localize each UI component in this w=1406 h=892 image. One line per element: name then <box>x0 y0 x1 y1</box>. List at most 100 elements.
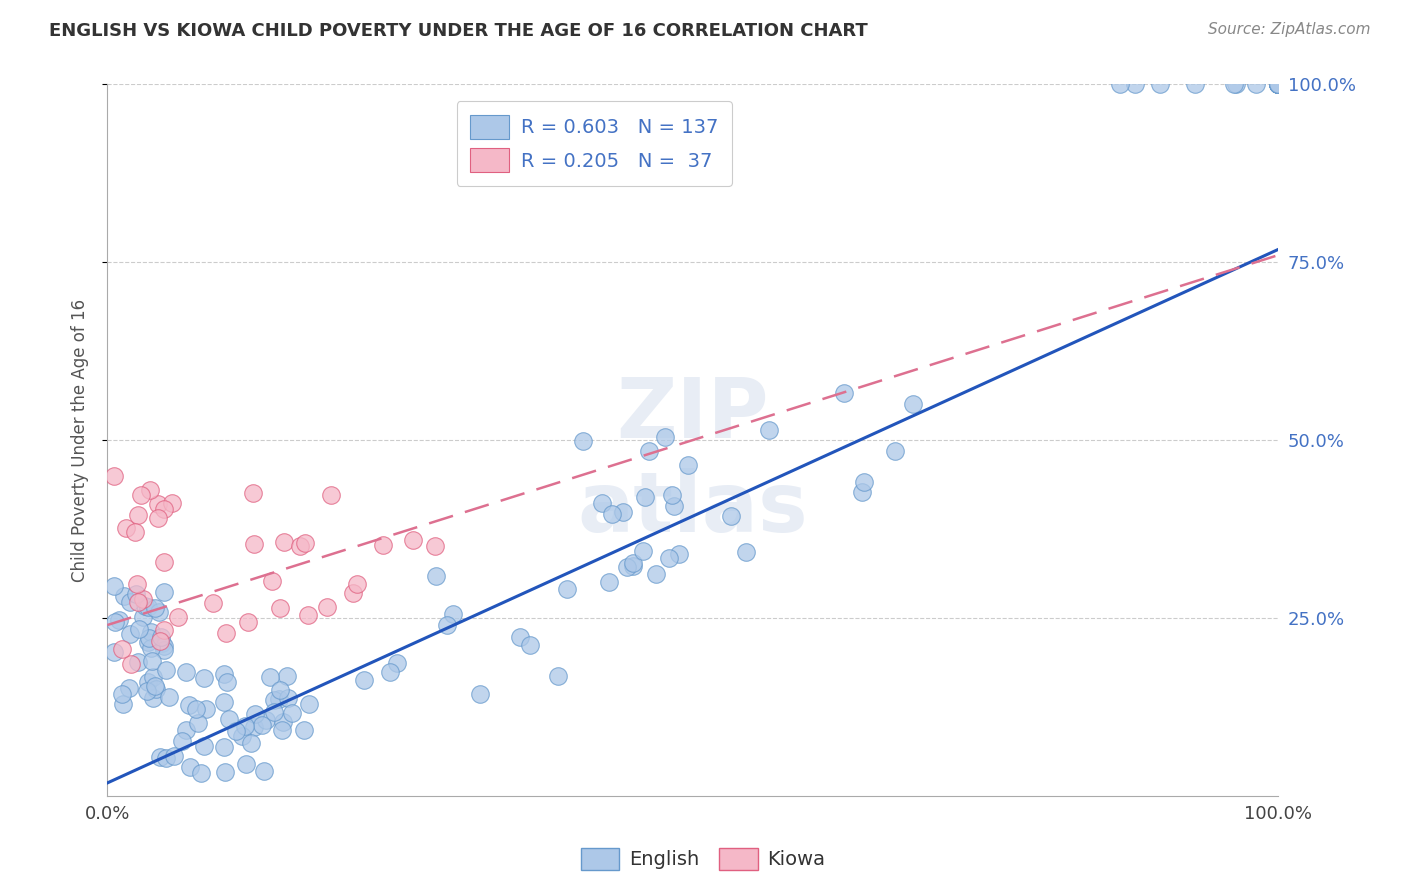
Point <box>852 475 875 489</box>
Point <box>1267 78 1289 92</box>
Point <box>243 537 266 551</box>
Point <box>111 687 134 701</box>
Point <box>127 508 149 522</box>
Point <box>163 748 186 763</box>
Point <box>127 595 149 609</box>
Point <box>129 488 152 502</box>
Point <box>621 559 644 574</box>
Point <box>1267 78 1289 92</box>
Point <box>621 556 644 570</box>
Point <box>153 623 176 637</box>
Point <box>139 640 162 655</box>
Point <box>294 536 316 550</box>
Point <box>468 687 491 701</box>
Point <box>103 615 125 630</box>
Point <box>271 715 294 730</box>
Point <box>190 765 212 780</box>
Point <box>115 520 138 534</box>
Point <box>132 610 155 624</box>
Point <box>297 608 319 623</box>
Point <box>149 633 172 648</box>
Point <box>661 488 683 502</box>
Point <box>519 638 541 652</box>
Point <box>103 469 125 483</box>
Point <box>245 706 267 721</box>
Point <box>353 673 375 687</box>
Point <box>903 397 925 411</box>
Point <box>153 584 176 599</box>
Point <box>136 635 159 649</box>
Point <box>1267 78 1289 92</box>
Point <box>212 695 235 709</box>
Point <box>668 547 690 561</box>
Point <box>254 713 277 727</box>
Point <box>298 697 321 711</box>
Point <box>157 690 180 704</box>
Point <box>139 483 162 497</box>
Point <box>851 484 873 499</box>
Text: ENGLISH VS KIOWA CHILD POVERTY UNDER THE AGE OF 16 CORRELATION CHART: ENGLISH VS KIOWA CHILD POVERTY UNDER THE… <box>49 22 868 40</box>
Point <box>145 681 167 696</box>
Point <box>1267 78 1289 92</box>
Point <box>678 458 700 472</box>
Point <box>616 560 638 574</box>
Point <box>146 497 169 511</box>
Point <box>441 607 464 622</box>
Point <box>547 669 569 683</box>
Point <box>149 749 172 764</box>
Point <box>1149 78 1171 92</box>
Point <box>1267 78 1289 92</box>
Point <box>141 625 163 640</box>
Point <box>342 586 364 600</box>
Point <box>170 734 193 748</box>
Point <box>214 765 236 780</box>
Point <box>316 600 339 615</box>
Point <box>1108 78 1130 92</box>
Point <box>233 719 256 733</box>
Point <box>387 657 409 671</box>
Point <box>215 674 238 689</box>
Point <box>1267 78 1289 92</box>
Point <box>401 533 423 547</box>
Point <box>155 663 177 677</box>
Point <box>225 723 247 738</box>
Point <box>110 642 132 657</box>
Point <box>271 723 294 738</box>
Point <box>152 555 174 569</box>
Point <box>240 736 263 750</box>
Point <box>231 729 253 743</box>
Point <box>884 444 907 458</box>
Point <box>292 723 315 737</box>
Point <box>149 630 172 644</box>
Point <box>658 551 681 566</box>
Point <box>111 697 134 711</box>
Point <box>267 691 290 706</box>
Point <box>269 600 291 615</box>
Point <box>242 486 264 500</box>
Point <box>152 501 174 516</box>
Point <box>166 610 188 624</box>
Point <box>260 574 283 589</box>
Text: Source: ZipAtlas.com: Source: ZipAtlas.com <box>1208 22 1371 37</box>
Point <box>591 496 613 510</box>
Point <box>250 718 273 732</box>
Point <box>136 675 159 690</box>
Point <box>1222 78 1244 92</box>
Point <box>1267 78 1289 92</box>
Point <box>141 670 163 684</box>
Point <box>281 706 304 720</box>
Point <box>321 488 343 502</box>
Point <box>734 545 756 559</box>
Point <box>112 589 135 603</box>
Point <box>153 640 176 654</box>
Point <box>125 587 148 601</box>
Point <box>276 668 298 682</box>
Point <box>1184 78 1206 92</box>
Point <box>243 720 266 734</box>
Point <box>155 751 177 765</box>
Point <box>201 596 224 610</box>
Point <box>425 568 447 582</box>
Point <box>120 657 142 671</box>
Point <box>218 712 240 726</box>
Point <box>758 423 780 437</box>
